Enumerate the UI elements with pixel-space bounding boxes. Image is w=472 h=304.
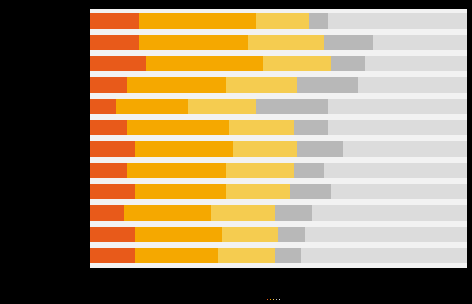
Bar bbox=[229, 120, 294, 135]
Bar bbox=[312, 206, 467, 221]
Bar bbox=[226, 163, 294, 178]
Bar bbox=[90, 35, 139, 50]
Bar bbox=[139, 13, 256, 29]
Bar bbox=[343, 141, 467, 157]
Bar bbox=[373, 35, 467, 50]
Bar bbox=[275, 206, 312, 221]
Bar bbox=[127, 163, 226, 178]
Bar bbox=[90, 98, 116, 114]
Bar bbox=[90, 77, 127, 93]
Bar bbox=[90, 184, 135, 199]
Bar bbox=[233, 141, 297, 157]
Bar bbox=[290, 184, 331, 199]
Bar bbox=[90, 248, 135, 264]
Bar bbox=[297, 77, 358, 93]
Bar bbox=[90, 141, 135, 157]
Bar bbox=[188, 98, 256, 114]
Legend: , , , , : , , , , bbox=[267, 299, 280, 300]
Bar bbox=[309, 13, 328, 29]
Bar bbox=[328, 98, 467, 114]
Bar bbox=[226, 184, 290, 199]
Bar bbox=[331, 184, 467, 199]
Bar bbox=[275, 248, 301, 264]
Bar bbox=[124, 206, 211, 221]
Bar bbox=[297, 141, 343, 157]
Bar bbox=[116, 98, 188, 114]
Bar bbox=[222, 227, 278, 242]
Bar bbox=[90, 56, 146, 71]
Bar bbox=[324, 35, 373, 50]
Bar bbox=[328, 120, 467, 135]
Bar bbox=[365, 56, 467, 71]
Bar bbox=[90, 206, 124, 221]
Bar bbox=[226, 77, 297, 93]
Bar bbox=[256, 13, 309, 29]
Bar bbox=[305, 227, 467, 242]
Bar bbox=[90, 163, 127, 178]
Bar bbox=[135, 248, 218, 264]
Bar bbox=[146, 56, 263, 71]
Bar bbox=[294, 120, 328, 135]
Bar bbox=[328, 13, 467, 29]
Bar bbox=[127, 120, 229, 135]
Bar bbox=[127, 77, 226, 93]
Bar bbox=[90, 120, 127, 135]
Bar bbox=[90, 13, 139, 29]
Bar bbox=[211, 206, 275, 221]
Bar bbox=[263, 56, 331, 71]
Bar bbox=[135, 227, 222, 242]
Bar bbox=[135, 141, 233, 157]
Bar bbox=[135, 184, 226, 199]
Bar bbox=[218, 248, 275, 264]
Bar bbox=[294, 163, 324, 178]
Bar bbox=[358, 77, 467, 93]
Bar bbox=[139, 35, 248, 50]
Bar bbox=[90, 227, 135, 242]
Bar bbox=[278, 227, 305, 242]
Bar bbox=[324, 163, 467, 178]
Bar bbox=[248, 35, 324, 50]
Bar bbox=[256, 98, 328, 114]
Bar bbox=[331, 56, 365, 71]
Bar bbox=[301, 248, 467, 264]
